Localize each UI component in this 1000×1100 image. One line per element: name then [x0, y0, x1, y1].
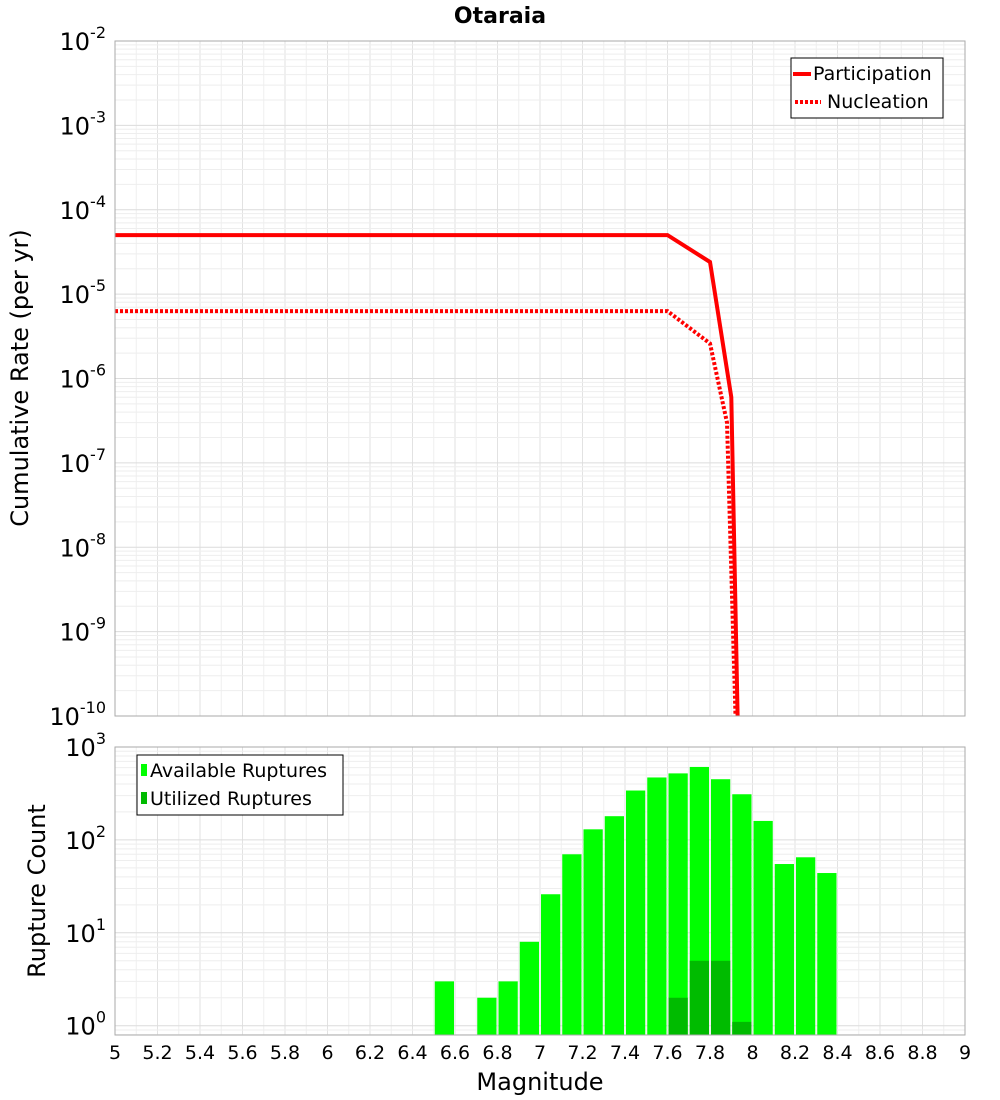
top-plot-frame — [114, 40, 966, 717]
x-tick-label: 7.4 — [610, 1042, 640, 1064]
top-y-tick-label: 10-8 — [60, 529, 107, 562]
legend-utilized-label: Utilized Ruptures — [150, 788, 312, 810]
x-tick-label: 6.6 — [440, 1042, 470, 1064]
x-tick-label: 8.8 — [907, 1042, 937, 1064]
x-tick-label: 8.6 — [865, 1042, 895, 1064]
x-tick-label: 7.2 — [567, 1042, 597, 1064]
top-y-tick-label: 10-9 — [60, 614, 107, 647]
x-tick-label: 7.6 — [652, 1042, 682, 1064]
available-bar — [604, 816, 624, 1035]
available-bar — [541, 894, 561, 1035]
utilized-bar — [668, 997, 688, 1035]
x-tick-labels: 5 5.2 5.4 5.6 5.8 6 6.2 6.4 6.6 6.8 7 7.2 7.4 7.6 7.8 8… — [109, 1042, 971, 1064]
available-bar — [668, 773, 688, 1035]
available-bar — [562, 854, 582, 1035]
top-plot-gridlines — [114, 41, 966, 717]
top-y-tick-label: 10-4 — [60, 192, 107, 225]
top-y-tick-label: 10-3 — [60, 107, 107, 140]
top-y-tick-label: 10-6 — [60, 361, 107, 394]
x-tick-label: 5 — [109, 1042, 121, 1064]
x-tick-label: 6.8 — [482, 1042, 512, 1064]
legend-available-swatch — [141, 764, 147, 776]
available-bar — [796, 857, 816, 1035]
available-bar — [732, 794, 752, 1035]
available-bar — [626, 790, 646, 1035]
bottom-y-tick-label: 100 — [65, 1008, 106, 1041]
top-legend: Participation Nucleation — [790, 57, 944, 119]
available-bar — [647, 777, 667, 1035]
x-tick-label: 7.8 — [695, 1042, 725, 1064]
top-y-tick-label: 10-10 — [49, 698, 106, 731]
bottom-plot-bars — [434, 766, 837, 1035]
bottom-legend: Available Ruptures Utilized Ruptures — [136, 754, 344, 816]
x-tick-label: 6 — [321, 1042, 333, 1064]
x-tick-label: 6.4 — [397, 1042, 427, 1064]
x-tick-label: 5.8 — [270, 1042, 300, 1064]
chart-title: Otaraia — [454, 4, 546, 29]
bottom-y-tick-label: 103 — [65, 729, 106, 762]
x-tick-label: 7 — [534, 1042, 546, 1064]
x-tick-label: 5.2 — [142, 1042, 172, 1064]
bottom-y-tick-labels: 103 102 101 100 — [65, 729, 106, 1041]
bottom-y-tick-label: 102 — [65, 822, 106, 855]
top-y-tick-label: 10-2 — [60, 23, 107, 56]
bottom-plot-frame — [114, 746, 966, 1036]
available-bar — [583, 829, 603, 1035]
participation-line — [115, 233, 740, 717]
top-plot-series — [115, 233, 740, 717]
available-bar — [774, 864, 794, 1035]
utilized-bar — [689, 960, 709, 1035]
available-bar — [498, 981, 518, 1035]
x-tick-label: 9 — [959, 1042, 971, 1064]
utilized-bar — [711, 960, 731, 1035]
top-y-tick-label: 10-7 — [60, 445, 107, 478]
top-y-axis-label: Cumulative Rate (per yr) — [6, 229, 34, 527]
legend-utilized-swatch — [141, 792, 147, 804]
bottom-legend-box — [136, 754, 344, 816]
legend-available-label: Available Ruptures — [150, 760, 327, 782]
x-axis-label: Magnitude — [476, 1068, 603, 1096]
x-tick-label: 8 — [746, 1042, 758, 1064]
x-tick-label: 5.6 — [227, 1042, 257, 1064]
utilized-bar — [732, 1021, 752, 1035]
top-y-tick-label: 10-5 — [60, 276, 107, 309]
available-bar — [753, 820, 773, 1035]
bottom-y-tick-label: 101 — [65, 915, 106, 948]
legend-nucleation-label: Nucleation — [827, 91, 929, 113]
top-legend-box — [790, 57, 944, 119]
x-tick-label: 6.2 — [355, 1042, 385, 1064]
available-bar — [519, 941, 539, 1035]
legend-participation-label: Participation — [813, 63, 932, 85]
x-tick-label: 8.2 — [780, 1042, 810, 1064]
x-tick-label: 5.4 — [185, 1042, 215, 1064]
top-y-tick-labels: 10-2 10-3 10-4 10-5 10-6 10-7 10-8 10-9 10-10 — [49, 23, 106, 731]
x-tick-label: 8.4 — [822, 1042, 852, 1064]
available-bar — [434, 981, 454, 1035]
bottom-y-axis-label: Rupture Count — [23, 804, 51, 978]
available-bar — [817, 873, 837, 1035]
available-bar — [477, 997, 497, 1035]
nucleation-line — [115, 309, 738, 717]
